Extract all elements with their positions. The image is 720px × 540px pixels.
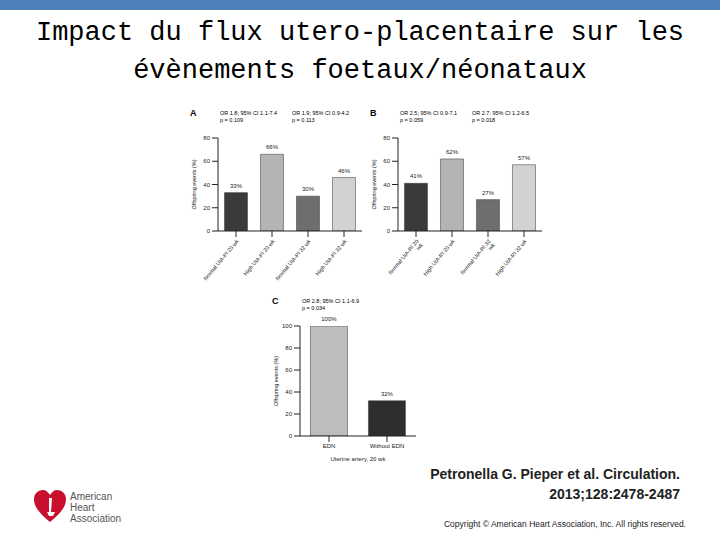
svg-text:80: 80 bbox=[203, 135, 210, 141]
svg-text:80: 80 bbox=[383, 135, 390, 141]
svg-text:Normal UtA-RI 32wk: Normal UtA-RI 32wk bbox=[459, 238, 496, 279]
html-text:p = 0.059: p = 0.059 bbox=[400, 117, 424, 123]
svg-text:33%: 33% bbox=[230, 183, 243, 189]
svg-text:66%: 66% bbox=[266, 144, 279, 150]
html-text:A: A bbox=[190, 108, 197, 118]
svg-text:Offspring events (%): Offspring events (%) bbox=[273, 356, 279, 406]
html-text:p = 0.018: p = 0.018 bbox=[472, 117, 496, 123]
svg-text:Normal UtA-RI 20wk: Normal UtA-RI 20wk bbox=[387, 238, 424, 279]
svg-text:100%: 100% bbox=[321, 316, 337, 322]
svg-text:60: 60 bbox=[203, 158, 210, 164]
svg-text:57%: 57% bbox=[518, 155, 531, 161]
html-text:Association: Association bbox=[70, 512, 122, 524]
html-text:C: C bbox=[272, 296, 279, 306]
svg-text:20: 20 bbox=[203, 205, 210, 211]
html-text:Petronella G. Pieper et al. Ci: Petronella G. Pieper et al. Circulation. bbox=[430, 466, 680, 482]
html-text:OR 2.7; 95% CI 1.2-6.5: OR 2.7; 95% CI 1.2-6.5 bbox=[472, 110, 530, 116]
html-text:p = 0.109: p = 0.109 bbox=[220, 117, 244, 123]
html-text:Impact du flux utero-placentai: Impact du flux utero-placentaire sur les bbox=[35, 18, 684, 48]
svg-text:60: 60 bbox=[285, 367, 292, 373]
svg-text:30%: 30% bbox=[302, 186, 315, 192]
html-text:p = 0.113: p = 0.113 bbox=[292, 117, 315, 123]
svg-text:High UtA-PI 20 wk: High UtA-PI 20 wk bbox=[242, 238, 276, 276]
html-text:OR 1.8; 95% CI 1.1-7.4: OR 1.8; 95% CI 1.1-7.4 bbox=[220, 110, 278, 116]
svg-text:80: 80 bbox=[285, 345, 292, 351]
svg-text:Offspring events (%): Offspring events (%) bbox=[371, 159, 377, 209]
svg-text:20: 20 bbox=[285, 411, 292, 417]
svg-text:41%: 41% bbox=[410, 173, 423, 179]
svg-text:100: 100 bbox=[282, 323, 293, 329]
svg-text:Normal UtA-PI 20 wk: Normal UtA-PI 20 wk bbox=[202, 238, 240, 281]
svg-text:62%: 62% bbox=[446, 149, 459, 155]
svg-text:0: 0 bbox=[207, 228, 211, 234]
svg-text:40: 40 bbox=[203, 182, 210, 188]
html-text:2013;128:2478-2487: 2013;128:2478-2487 bbox=[549, 486, 680, 502]
html-text:OR 2.8; 95% CI 1.1-6.9: OR 2.8; 95% CI 1.1-6.9 bbox=[302, 298, 360, 304]
svg-text:High UtA-PI 32 wk: High UtA-PI 32 wk bbox=[314, 238, 348, 276]
html-text:American: American bbox=[70, 490, 113, 502]
svg-text:Uterine artery, 20 wk: Uterine artery, 20 wk bbox=[331, 456, 387, 462]
svg-text:0: 0 bbox=[289, 433, 293, 439]
svg-text:40: 40 bbox=[285, 389, 292, 395]
svg-text:60: 60 bbox=[383, 158, 390, 164]
svg-text:20: 20 bbox=[383, 205, 390, 211]
html-text:p = 0.034: p = 0.034 bbox=[302, 305, 326, 311]
html-text:Heart: Heart bbox=[70, 501, 95, 513]
svg-text:EDN: EDN bbox=[323, 443, 336, 449]
svg-text:46%: 46% bbox=[338, 168, 351, 174]
svg-text:High UtA-RI 32 wk: High UtA-RI 32 wk bbox=[494, 238, 528, 277]
html-text:évènements foetaux/néonataux: évènements foetaux/néonataux bbox=[133, 56, 587, 86]
svg-text:32%: 32% bbox=[381, 391, 394, 397]
svg-text:27%: 27% bbox=[482, 190, 495, 196]
svg-text:High UtA-RI 20 wk: High UtA-RI 20 wk bbox=[422, 238, 456, 277]
html-text:OR 1.9; 95% CI 0.9-4.2: OR 1.9; 95% CI 0.9-4.2 bbox=[292, 110, 350, 116]
svg-text:Without EDN: Without EDN bbox=[370, 443, 405, 449]
svg-text:Normal UtA-PI 32 wk: Normal UtA-PI 32 wk bbox=[274, 238, 312, 281]
html-text:B: B bbox=[370, 108, 377, 118]
svg-text:0: 0 bbox=[387, 228, 391, 234]
html-text:Copyright © American Heart Ass: Copyright © American Heart Association, … bbox=[444, 519, 686, 529]
svg-text:40: 40 bbox=[383, 182, 390, 188]
svg-text:Offspring events (%): Offspring events (%) bbox=[191, 159, 197, 209]
html-text:OR 2.5; 95% CI 0.9-7.1: OR 2.5; 95% CI 0.9-7.1 bbox=[400, 110, 458, 116]
